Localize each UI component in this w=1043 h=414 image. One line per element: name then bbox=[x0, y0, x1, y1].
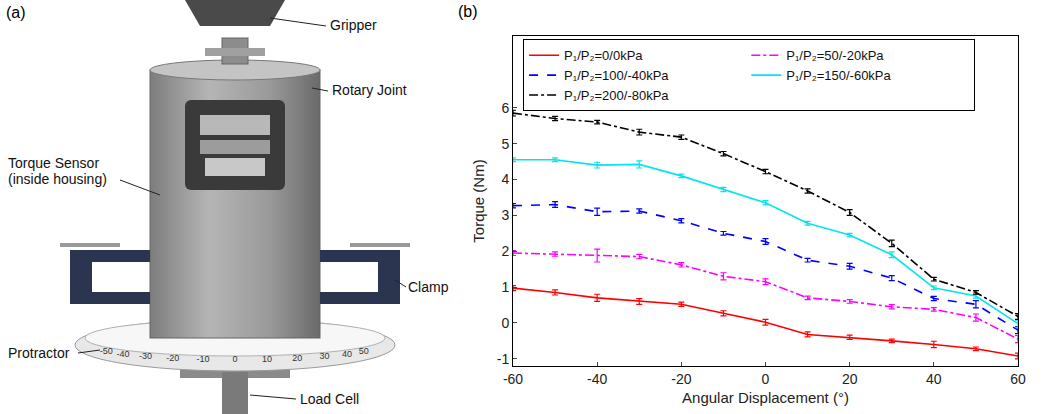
svg-text:20: 20 bbox=[292, 353, 302, 363]
svg-text:Load Cell: Load Cell bbox=[300, 391, 359, 407]
svg-text:-20: -20 bbox=[166, 353, 179, 363]
svg-text:20: 20 bbox=[842, 371, 858, 387]
svg-text:Protractor: Protractor bbox=[8, 345, 70, 361]
svg-text:5: 5 bbox=[501, 136, 509, 152]
svg-text:Angular Displacement (°): Angular Displacement (°) bbox=[682, 389, 849, 406]
svg-text:-10: -10 bbox=[197, 354, 210, 364]
svg-text:-1: -1 bbox=[497, 351, 510, 367]
svg-text:40: 40 bbox=[342, 349, 352, 359]
svg-text:-30: -30 bbox=[139, 351, 152, 361]
svg-text:0: 0 bbox=[232, 354, 237, 364]
svg-text:Clamp: Clamp bbox=[408, 279, 449, 295]
svg-text:3: 3 bbox=[501, 207, 509, 223]
svg-text:Gripper: Gripper bbox=[330, 17, 377, 33]
svg-text:2: 2 bbox=[501, 243, 509, 259]
svg-text:-20: -20 bbox=[671, 371, 691, 387]
svg-text:1: 1 bbox=[501, 279, 509, 295]
svg-text:0: 0 bbox=[501, 315, 509, 331]
svg-text:(a): (a) bbox=[6, 4, 26, 21]
svg-text:(inside housing): (inside housing) bbox=[8, 171, 107, 187]
svg-text:P₁/P₂=50/-20kPa: P₁/P₂=50/-20kPa bbox=[786, 48, 884, 63]
svg-text:Torque (Nm): Torque (Nm) bbox=[470, 159, 487, 242]
svg-text:-40: -40 bbox=[117, 349, 130, 359]
svg-text:-60: -60 bbox=[503, 371, 523, 387]
svg-text:10: 10 bbox=[262, 354, 272, 364]
svg-text:4: 4 bbox=[501, 171, 509, 187]
svg-text:40: 40 bbox=[926, 371, 942, 387]
svg-text:0: 0 bbox=[762, 371, 770, 387]
svg-text:P₁/P₂=200/-80kPa: P₁/P₂=200/-80kPa bbox=[564, 88, 669, 103]
svg-text:6: 6 bbox=[501, 100, 509, 116]
svg-text:Rotary Joint: Rotary Joint bbox=[332, 82, 407, 98]
svg-text:-50: -50 bbox=[100, 346, 113, 356]
svg-text:60: 60 bbox=[1010, 371, 1026, 387]
svg-text:P₁/P₂=0/0kPa: P₁/P₂=0/0kPa bbox=[564, 48, 643, 63]
svg-text:Torque Sensor: Torque Sensor bbox=[8, 155, 99, 171]
svg-text:50: 50 bbox=[359, 346, 369, 356]
svg-text:P₁/P₂=150/-60kPa: P₁/P₂=150/-60kPa bbox=[786, 68, 891, 83]
svg-text:-40: -40 bbox=[587, 371, 607, 387]
svg-text:30: 30 bbox=[319, 351, 329, 361]
svg-text:(b): (b) bbox=[458, 3, 478, 20]
svg-text:P₁/P₂=100/-40kPa: P₁/P₂=100/-40kPa bbox=[564, 68, 669, 83]
